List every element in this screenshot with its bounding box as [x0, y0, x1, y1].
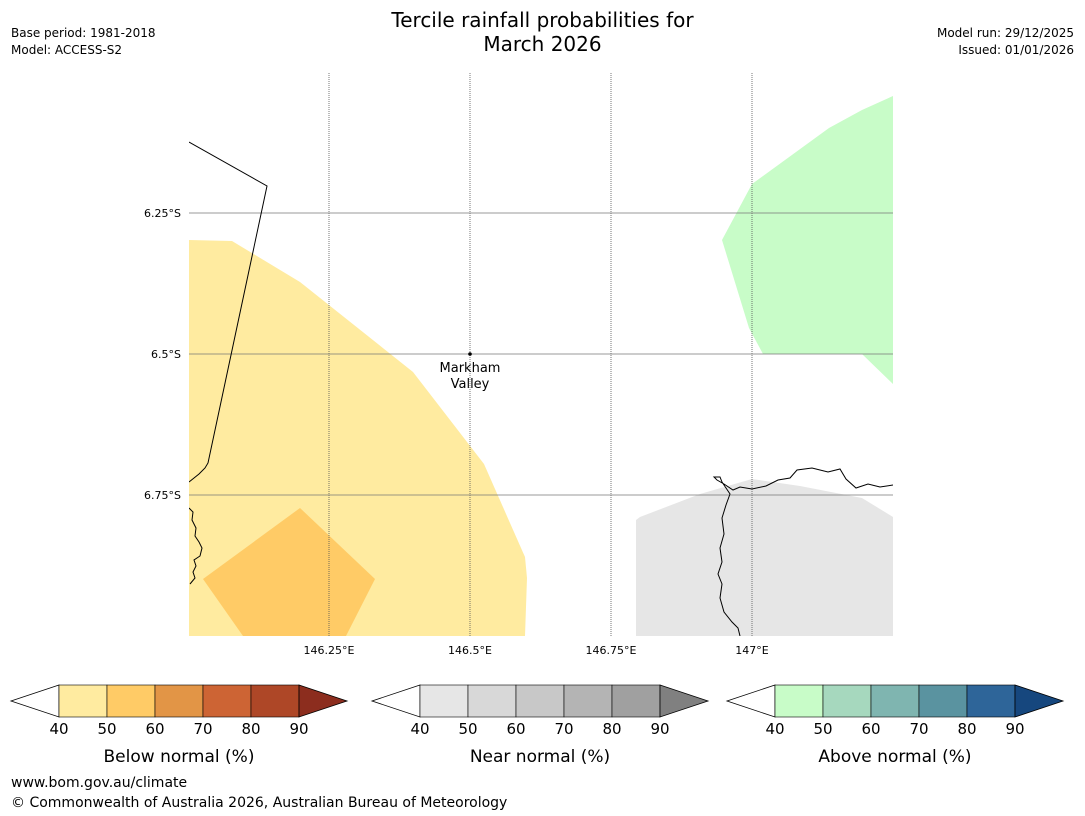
colorbar-tick-label: 80 [957, 720, 976, 738]
colorbar-tick-label: 40 [49, 720, 68, 738]
meta-left: Base period: 1981-2018 Model: ACCESS-S2 [11, 25, 156, 59]
colorbar-segment [419, 684, 469, 718]
west-boundary [189, 507, 203, 585]
colorbar-under-triangle [725, 684, 776, 718]
lon-label: 146.75°E [586, 644, 637, 657]
map-area [189, 73, 893, 636]
colorbar-label: Below normal (%) [104, 747, 255, 767]
colorbar-over-triangle [659, 684, 710, 718]
lat-label: 6.25°S [144, 207, 181, 220]
colorbar-segment [870, 684, 920, 718]
colorbar-tick-label: 90 [289, 720, 308, 738]
legends: 40 50 60 70 80 90 Below normal (%) 40 50 60 70 80 90… [9, 684, 1065, 767]
colorbar-segment [774, 684, 824, 718]
colorbar-segment [154, 684, 204, 718]
lat-label: 6.5°S [151, 348, 181, 361]
province-boundary [189, 141, 268, 483]
colorbar-segment [202, 684, 252, 718]
colorbar-legend: 40 50 60 70 80 90 Near normal (%) [370, 684, 710, 767]
model-name: Model: ACCESS-S2 [11, 43, 123, 57]
colorbar-tick-label: 40 [765, 720, 784, 738]
colorbar-segment [611, 684, 661, 718]
colorbar-under-triangle [370, 684, 421, 718]
meta-right: Model run: 29/12/2025 Issued: 01/01/2026 [937, 25, 1074, 59]
lat-label: 6.75°S [144, 489, 181, 502]
colorbar-segment [106, 684, 156, 718]
place-marker [468, 352, 472, 356]
colorbar-label: Near normal (%) [470, 747, 610, 767]
footer-url: www.bom.gov.au/climate [11, 775, 188, 791]
colorbar-tick-label: 50 [97, 720, 116, 738]
issued-date: Issued: 01/01/2026 [958, 43, 1074, 57]
colorbar-tick-label: 90 [1005, 720, 1024, 738]
place-label-line1: Markham [440, 361, 501, 376]
colorbar-segment [58, 684, 108, 718]
colorbar-tick-label: 70 [554, 720, 573, 738]
colorbar-legend: 40 50 60 70 80 90 Above normal (%) [725, 684, 1065, 767]
near-normal-region [636, 479, 893, 636]
lat-axis-labels: 6.25°S 6.5°S 6.75°S [144, 207, 181, 502]
chart-title: Tercile rainfall probabilities for March… [0, 8, 1085, 56]
colorbar-over-triangle [1014, 684, 1065, 718]
colorbar-tick-label: 60 [145, 720, 164, 738]
lon-axis-labels: 146.25°E 146.5°E 146.75°E 147°E [304, 644, 769, 657]
colorbar-under-triangle [9, 684, 60, 718]
model-run: Model run: 29/12/2025 [936, 26, 1074, 40]
colorbar-tick-label: 40 [410, 720, 429, 738]
colorbar-tick-label: 90 [650, 720, 669, 738]
above-normal-region [722, 96, 893, 384]
colorbar-segment [822, 684, 872, 718]
title-line-1: Tercile rainfall probabilities for [391, 8, 694, 32]
colorbar-tick-label: 50 [458, 720, 477, 738]
colorbar-legend: 40 50 60 70 80 90 Below normal (%) [9, 684, 349, 767]
colorbar-segment [250, 684, 300, 718]
title-line-2: March 2026 [483, 32, 602, 56]
graticule [189, 73, 893, 636]
place-label-line2: Valley [451, 377, 490, 392]
colorbar-tick-label: 80 [602, 720, 621, 738]
colorbar-segment [966, 684, 1016, 718]
colorbar-segment [563, 684, 613, 718]
colorbar-tick-label: 70 [193, 720, 212, 738]
footer-copyright: © Commonwealth of Australia 2026, Austra… [11, 795, 508, 811]
below-normal-region-50 [203, 508, 375, 636]
lon-label: 147°E [735, 644, 768, 657]
colorbar-tick-label: 50 [813, 720, 832, 738]
colorbar-tick-label: 60 [506, 720, 525, 738]
coastline [712, 467, 893, 636]
colorbar-tick-label: 60 [861, 720, 880, 738]
colorbar-segment [515, 684, 565, 718]
colorbar-segment [467, 684, 517, 718]
base-period: Base period: 1981-2018 [11, 26, 156, 40]
colorbar-tick-label: 80 [241, 720, 260, 738]
colorbar-tick-label: 70 [909, 720, 928, 738]
colorbar-segment [918, 684, 968, 718]
colorbar-label: Above normal (%) [818, 747, 971, 767]
lon-label: 146.25°E [304, 644, 355, 657]
colorbar-over-triangle [298, 684, 349, 718]
lon-label: 146.5°E [448, 644, 492, 657]
